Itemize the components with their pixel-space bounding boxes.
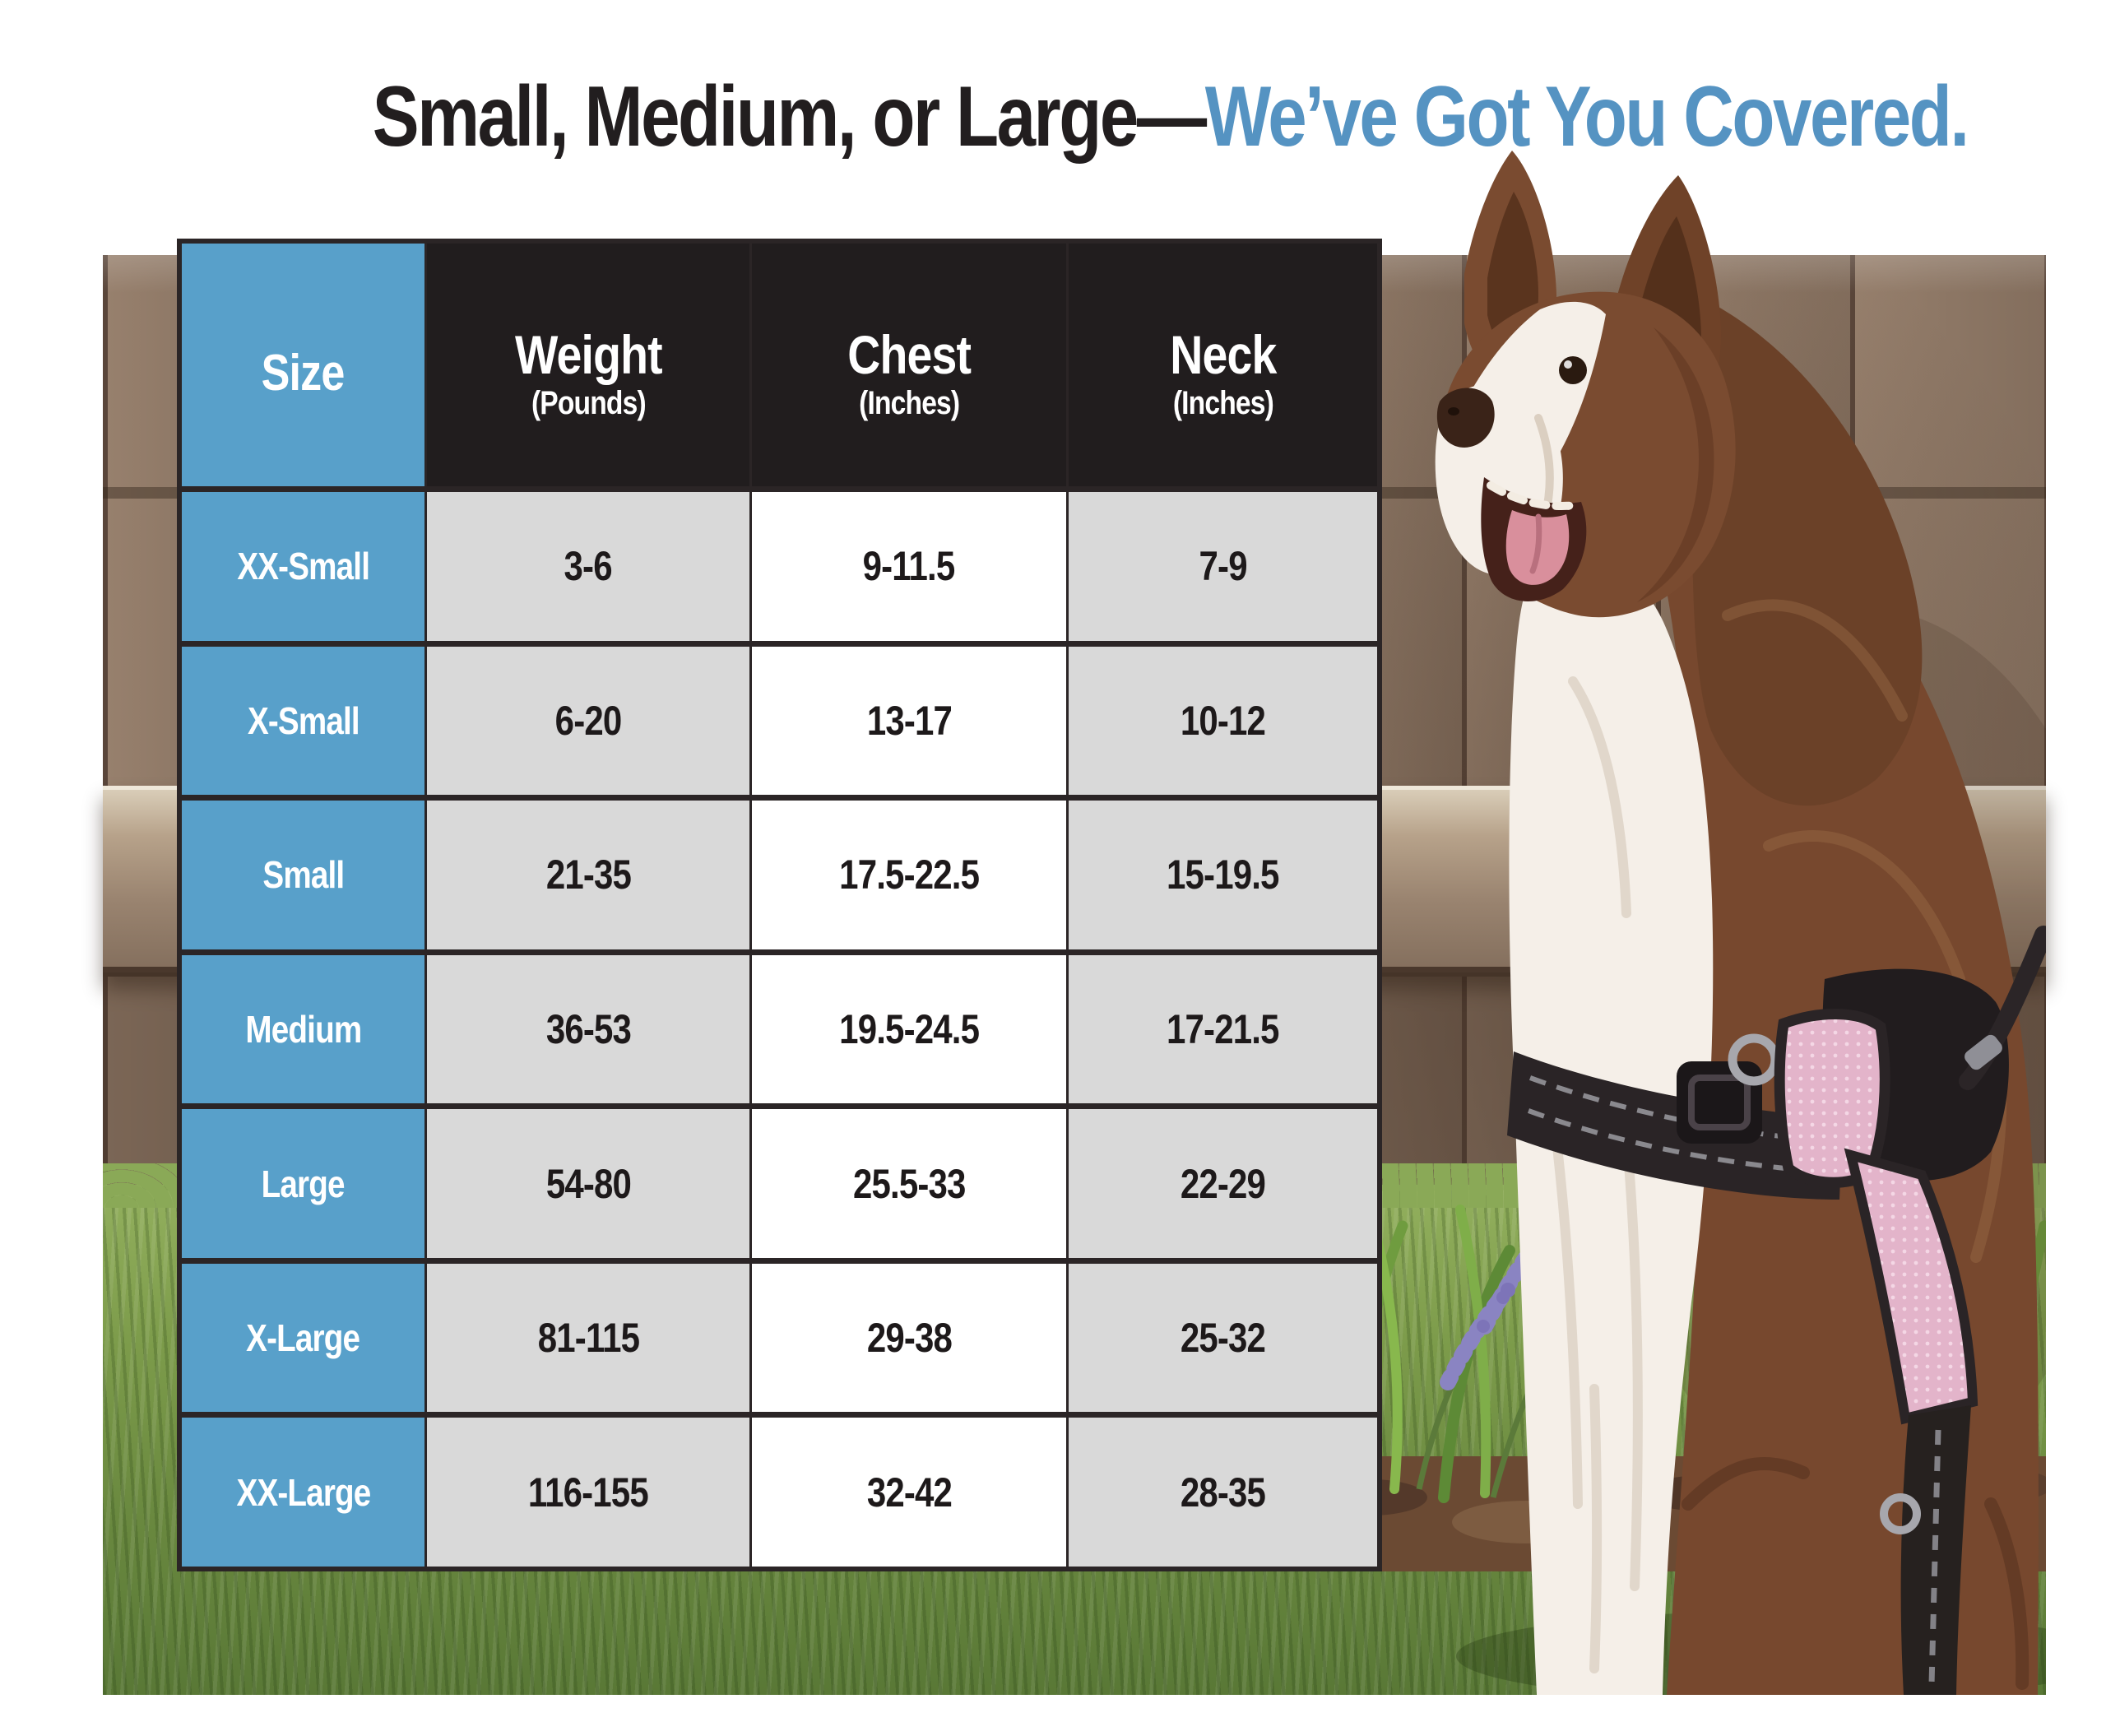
cell-large-neck: 22-29 — [1066, 1103, 1377, 1258]
header-cell-chest: Chest (Inches) — [749, 244, 1066, 486]
cell-xx-large-weight: 116-155 — [424, 1412, 749, 1567]
row-label-xx-large: XX-Large — [182, 1412, 424, 1567]
column-unit-chest: (Inches) — [858, 385, 960, 422]
harness-lower-strap — [1900, 1405, 1971, 1695]
column-header-weight: Weight — [514, 323, 663, 385]
column-unit-weight: (Pounds) — [531, 385, 647, 422]
strap-ring — [1880, 1493, 1921, 1534]
dog-nose — [1436, 388, 1495, 448]
dog-illustration — [1435, 151, 2046, 1695]
cell-x-large-chest: 29-38 — [749, 1257, 1066, 1413]
cell-xx-small-weight: 3-6 — [424, 486, 749, 641]
dog-photo-cutout — [1435, 151, 2046, 1695]
dog-head — [1435, 151, 1736, 618]
cell-x-small-neck: 10-12 — [1066, 640, 1377, 796]
title-black-segment: Small, Medium, or Large— — [372, 68, 1207, 165]
column-header-neck: Neck — [1169, 323, 1277, 385]
row-label-xx-small: XX-Small — [182, 486, 424, 641]
cell-xx-large-neck: 28-35 — [1066, 1412, 1377, 1567]
dog-eye — [1559, 356, 1587, 384]
cell-large-weight: 54-80 — [424, 1103, 749, 1258]
row-label-x-small: X-Small — [182, 640, 424, 796]
header-cell-weight: Weight (Pounds) — [424, 244, 749, 486]
dog-harness — [1507, 926, 2046, 1695]
cell-xx-small-chest: 9-11.5 — [749, 486, 1066, 641]
page-title: Small, Medium, or Large—We’ve Got You Co… — [197, 72, 2098, 162]
cell-small-neck: 15-19.5 — [1066, 795, 1377, 949]
header-cell-size: Size — [182, 244, 424, 486]
cell-xx-small-neck: 7-9 — [1066, 486, 1377, 641]
row-label-small: Small — [182, 795, 424, 949]
harness-pink-strap — [1844, 1148, 1978, 1425]
page-title-text: Small, Medium, or Large—We’ve Got You Co… — [372, 68, 1969, 165]
size-chart-table: Size Weight (Pounds) Chest (Inches) Neck… — [177, 239, 1382, 1571]
cell-medium-neck: 17-21.5 — [1066, 949, 1377, 1104]
cell-large-chest: 25.5-33 — [749, 1103, 1066, 1258]
cell-small-chest: 17.5-22.5 — [749, 795, 1066, 949]
cell-small-weight: 21-35 — [424, 795, 749, 949]
cell-x-small-chest: 13-17 — [749, 640, 1066, 796]
row-label-x-large: X-Large — [182, 1257, 424, 1413]
cell-x-large-neck: 25-32 — [1066, 1257, 1377, 1413]
leash-clasp — [1965, 1034, 2002, 1070]
cell-medium-chest: 19.5-24.5 — [749, 949, 1066, 1104]
row-label-large: Large — [182, 1103, 424, 1258]
cell-x-large-weight: 81-115 — [424, 1257, 749, 1413]
title-blue-segment: We’ve Got You Covered. — [1204, 68, 1969, 165]
header-cell-neck: Neck (Inches) — [1066, 244, 1377, 486]
row-label-medium: Medium — [182, 949, 424, 1104]
cell-x-small-weight: 6-20 — [424, 640, 749, 796]
column-header-size: Size — [262, 345, 346, 402]
cell-xx-large-chest: 32-42 — [749, 1412, 1066, 1567]
column-unit-neck: (Inches) — [1172, 385, 1273, 422]
cell-medium-weight: 36-53 — [424, 949, 749, 1104]
column-header-chest: Chest — [847, 323, 972, 385]
dog-teeth — [1487, 481, 1580, 510]
harness-black-band — [1507, 1051, 1843, 1200]
